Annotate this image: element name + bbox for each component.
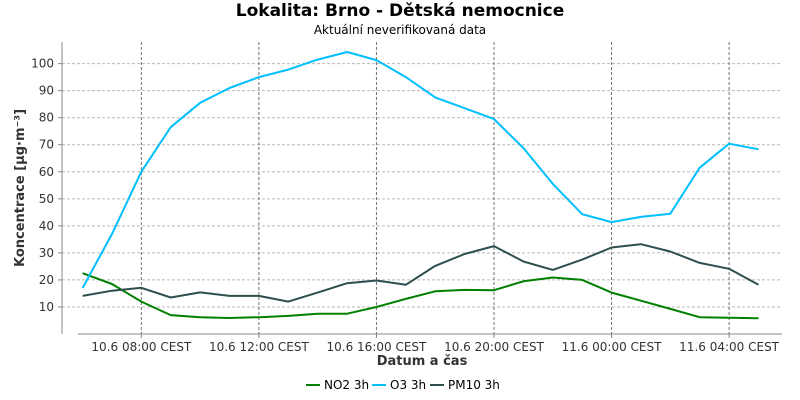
legend-label: NO2 3h [324, 378, 369, 392]
y-tick-label: 100 [31, 57, 54, 71]
x-tick-label: 11.6 04:00 CEST [679, 340, 780, 354]
x-tick-label: 10.6 12:00 CEST [209, 340, 310, 354]
y-tick-label: 20 [39, 273, 54, 287]
y-tick-label: 50 [39, 192, 54, 206]
y-tick-label: 10 [39, 300, 54, 314]
chart-title: Lokalita: Brno - Dětská nemocnice [235, 1, 565, 21]
x-tick-label: 10.6 08:00 CEST [91, 340, 192, 354]
x-tick-label: 10.6 20:00 CEST [444, 340, 545, 354]
series-line-pm10 [82, 243, 759, 303]
x-tick-label: 11.6 00:00 CEST [562, 340, 663, 354]
series-line-no2 [82, 272, 759, 320]
x-ticks: 10.6 08:00 CEST 10.6 12:00 CEST 10.6 16:00… [91, 334, 780, 354]
x-tick-label: 10.6 16:00 CEST [327, 340, 428, 354]
y-tick-label: 40 [39, 219, 54, 233]
plot-background [62, 42, 782, 334]
chart-subtitle: Aktuální neverifikovaná data [313, 23, 487, 37]
legend-label: O3 3h [390, 378, 426, 392]
x-axis-label: Datum a čas [377, 354, 468, 369]
y-tick-label: 80 [39, 111, 54, 125]
y-tick-label: 30 [39, 246, 54, 260]
y-tick-label: 60 [39, 165, 54, 179]
y-axis-label: Koncentrace [µg·m⁻³] [13, 109, 28, 267]
legend: NO2 3h O3 3h PM10 3h [306, 378, 500, 392]
series-lines [81, 51, 759, 320]
grid [62, 42, 782, 334]
y-tick-label: 70 [39, 138, 54, 152]
y-tick-label: 90 [39, 84, 54, 98]
legend-label: PM10 3h [448, 378, 500, 392]
y-ticks: 10 20 30 40 50 60 70 80 90 100 [31, 57, 62, 314]
series-line-o3 [81, 51, 759, 289]
